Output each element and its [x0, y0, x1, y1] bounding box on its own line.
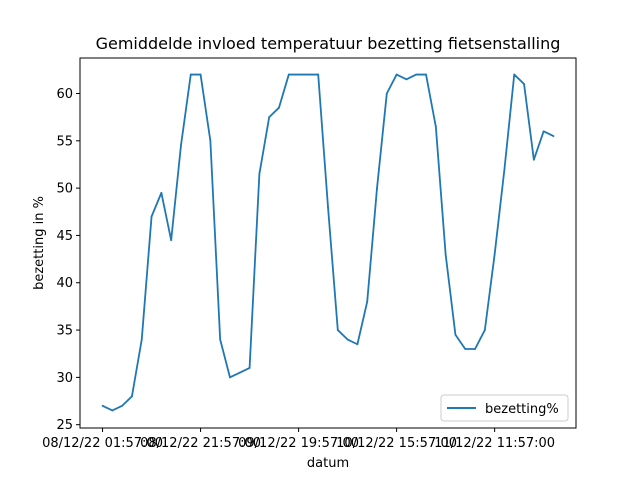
legend-box — [440, 394, 569, 422]
data-point — [219, 338, 222, 341]
data-point — [336, 329, 339, 331]
x-tick-label: 10/12/22 15:57:00 — [336, 436, 457, 451]
y-tick-label: 45 — [56, 229, 73, 244]
data-point — [503, 168, 506, 171]
data-point — [434, 125, 437, 128]
data-point — [209, 139, 212, 142]
data-point — [307, 73, 310, 76]
data-point — [464, 348, 467, 350]
axes-frame — [79, 57, 577, 429]
data-point — [229, 376, 231, 379]
data-point — [327, 206, 329, 208]
y-tick-label: 25 — [56, 418, 73, 433]
data-point — [493, 253, 496, 256]
x-tick-label: 08/12/22 01:57:00 — [42, 436, 163, 451]
y-tick-label: 35 — [56, 324, 73, 339]
data-point — [366, 300, 369, 303]
data-point — [317, 73, 320, 76]
x-axis-label: datum — [307, 456, 349, 471]
data-point — [131, 395, 133, 398]
y-tick-label: 60 — [56, 87, 73, 102]
y-axis-ticks: 25 30 35 40 45 50 55 60 — [56, 87, 80, 433]
chart-title: Gemiddelde invloed temperatuur bezetting… — [96, 34, 561, 53]
x-tick-label: 08/12/22 21:57:00 — [140, 436, 261, 451]
x-tick-label: 09/12/22 19:57:00 — [238, 436, 359, 451]
data-point — [346, 338, 349, 341]
data-point — [356, 343, 359, 346]
data-point — [425, 73, 427, 76]
y-tick-label: 50 — [56, 182, 73, 197]
data-point — [101, 404, 104, 407]
data-point — [454, 333, 457, 336]
data-point — [542, 130, 545, 133]
data-point — [444, 253, 447, 256]
data-point — [248, 367, 251, 369]
data-point — [180, 144, 182, 147]
data-point — [376, 187, 378, 190]
data-point — [278, 106, 280, 109]
data-point — [552, 135, 555, 137]
data-point — [385, 92, 388, 95]
data-point — [415, 73, 418, 76]
legend: bezetting% — [440, 394, 569, 422]
data-point — [297, 73, 300, 76]
data-point — [405, 78, 408, 81]
data-point — [150, 215, 153, 218]
data-point — [395, 73, 398, 76]
data-point — [121, 404, 124, 407]
data-point — [268, 116, 271, 119]
data-point — [258, 173, 261, 175]
data-point — [160, 191, 163, 194]
data-point — [287, 73, 290, 76]
y-tick-label: 40 — [56, 276, 73, 291]
data-point — [170, 239, 173, 242]
legend-label-bezetting: bezetting% — [485, 402, 559, 417]
data-point — [532, 158, 535, 161]
y-tick-label: 30 — [56, 371, 73, 386]
data-point — [189, 73, 192, 76]
y-tick-label: 55 — [56, 134, 73, 149]
data-point — [474, 348, 476, 350]
data-point — [483, 329, 486, 331]
data-point — [523, 83, 525, 85]
plot-area — [101, 73, 555, 412]
data-point — [238, 371, 241, 374]
x-tick-label: 11/12/22 11:57:00 — [434, 436, 555, 451]
series-lines — [101, 73, 555, 412]
y-axis-label: bezetting in % — [32, 196, 47, 290]
data-point — [513, 73, 516, 76]
data-point — [140, 338, 143, 341]
data-point — [111, 409, 114, 412]
data-point — [199, 73, 202, 76]
